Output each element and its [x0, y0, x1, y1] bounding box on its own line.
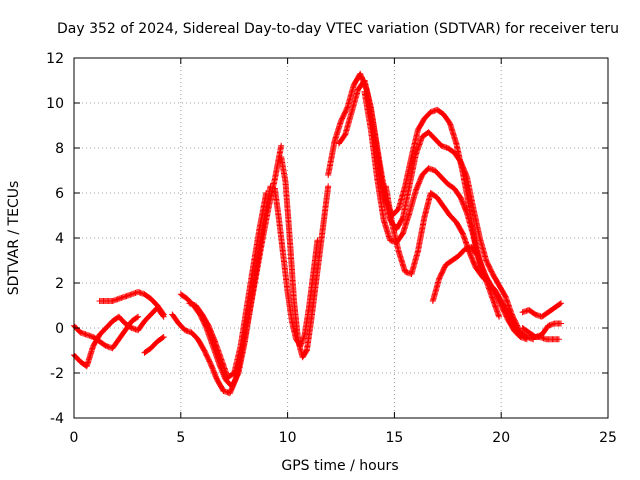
x-tick-label: 20 — [492, 430, 510, 446]
series-arc-peak-c — [361, 88, 503, 320]
y-tick-label: -2 — [50, 366, 64, 382]
points-layer — [71, 70, 564, 397]
x-tick-label: 25 — [599, 430, 617, 446]
data-point-markers — [361, 88, 503, 320]
series-arc-peak-b — [335, 77, 522, 331]
y-tick-label: -4 — [50, 411, 64, 427]
y-tick-label: 4 — [55, 231, 64, 247]
data-point-markers — [519, 300, 564, 320]
series-arc-noon-a — [278, 154, 332, 361]
series-arc-late-b — [519, 300, 564, 320]
series-arc-early-d — [141, 334, 167, 356]
series-arc-noon-b — [271, 185, 321, 349]
series-arc-morning-a — [169, 142, 285, 397]
x-axis-label: GPS time / hours — [281, 458, 398, 474]
series-arc-late-a — [429, 244, 494, 304]
chart-title: Day 352 of 2024, Sidereal Day-to-day VTE… — [57, 21, 619, 37]
y-axis-label: SDTVAR / TECUs — [6, 181, 22, 296]
series-arc-early-c — [96, 289, 167, 318]
x-tick-label: 15 — [385, 430, 403, 446]
data-point-markers — [169, 142, 285, 397]
data-point-markers — [278, 154, 332, 361]
y-tick-label: 6 — [55, 186, 64, 202]
data-point-markers — [96, 289, 167, 318]
y-tick-label: 8 — [55, 141, 64, 157]
series-arc-late-d — [530, 334, 562, 343]
ticks-layer: 0 5 10 15 20 25 -4 -2 0 2 4 6 8 10 12 — [46, 51, 617, 446]
y-tick-label: 0 — [55, 321, 64, 337]
data-point-markers — [530, 334, 562, 343]
grid-layer — [74, 58, 608, 418]
data-point-markers — [186, 190, 270, 381]
data-point-markers — [429, 244, 494, 304]
y-tick-label: 2 — [55, 276, 64, 292]
y-tick-label: 10 — [46, 96, 64, 112]
series-arc-early-b — [71, 313, 142, 352]
x-tick-label: 10 — [279, 430, 297, 446]
data-point-markers — [71, 313, 142, 352]
data-point-markers — [141, 334, 167, 356]
data-point-markers — [271, 185, 321, 349]
y-tick-label: 12 — [46, 51, 64, 67]
data-point-markers — [335, 77, 522, 331]
series-arc-morning-c — [186, 190, 270, 381]
x-tick-label: 0 — [70, 430, 79, 446]
x-tick-label: 5 — [176, 430, 185, 446]
